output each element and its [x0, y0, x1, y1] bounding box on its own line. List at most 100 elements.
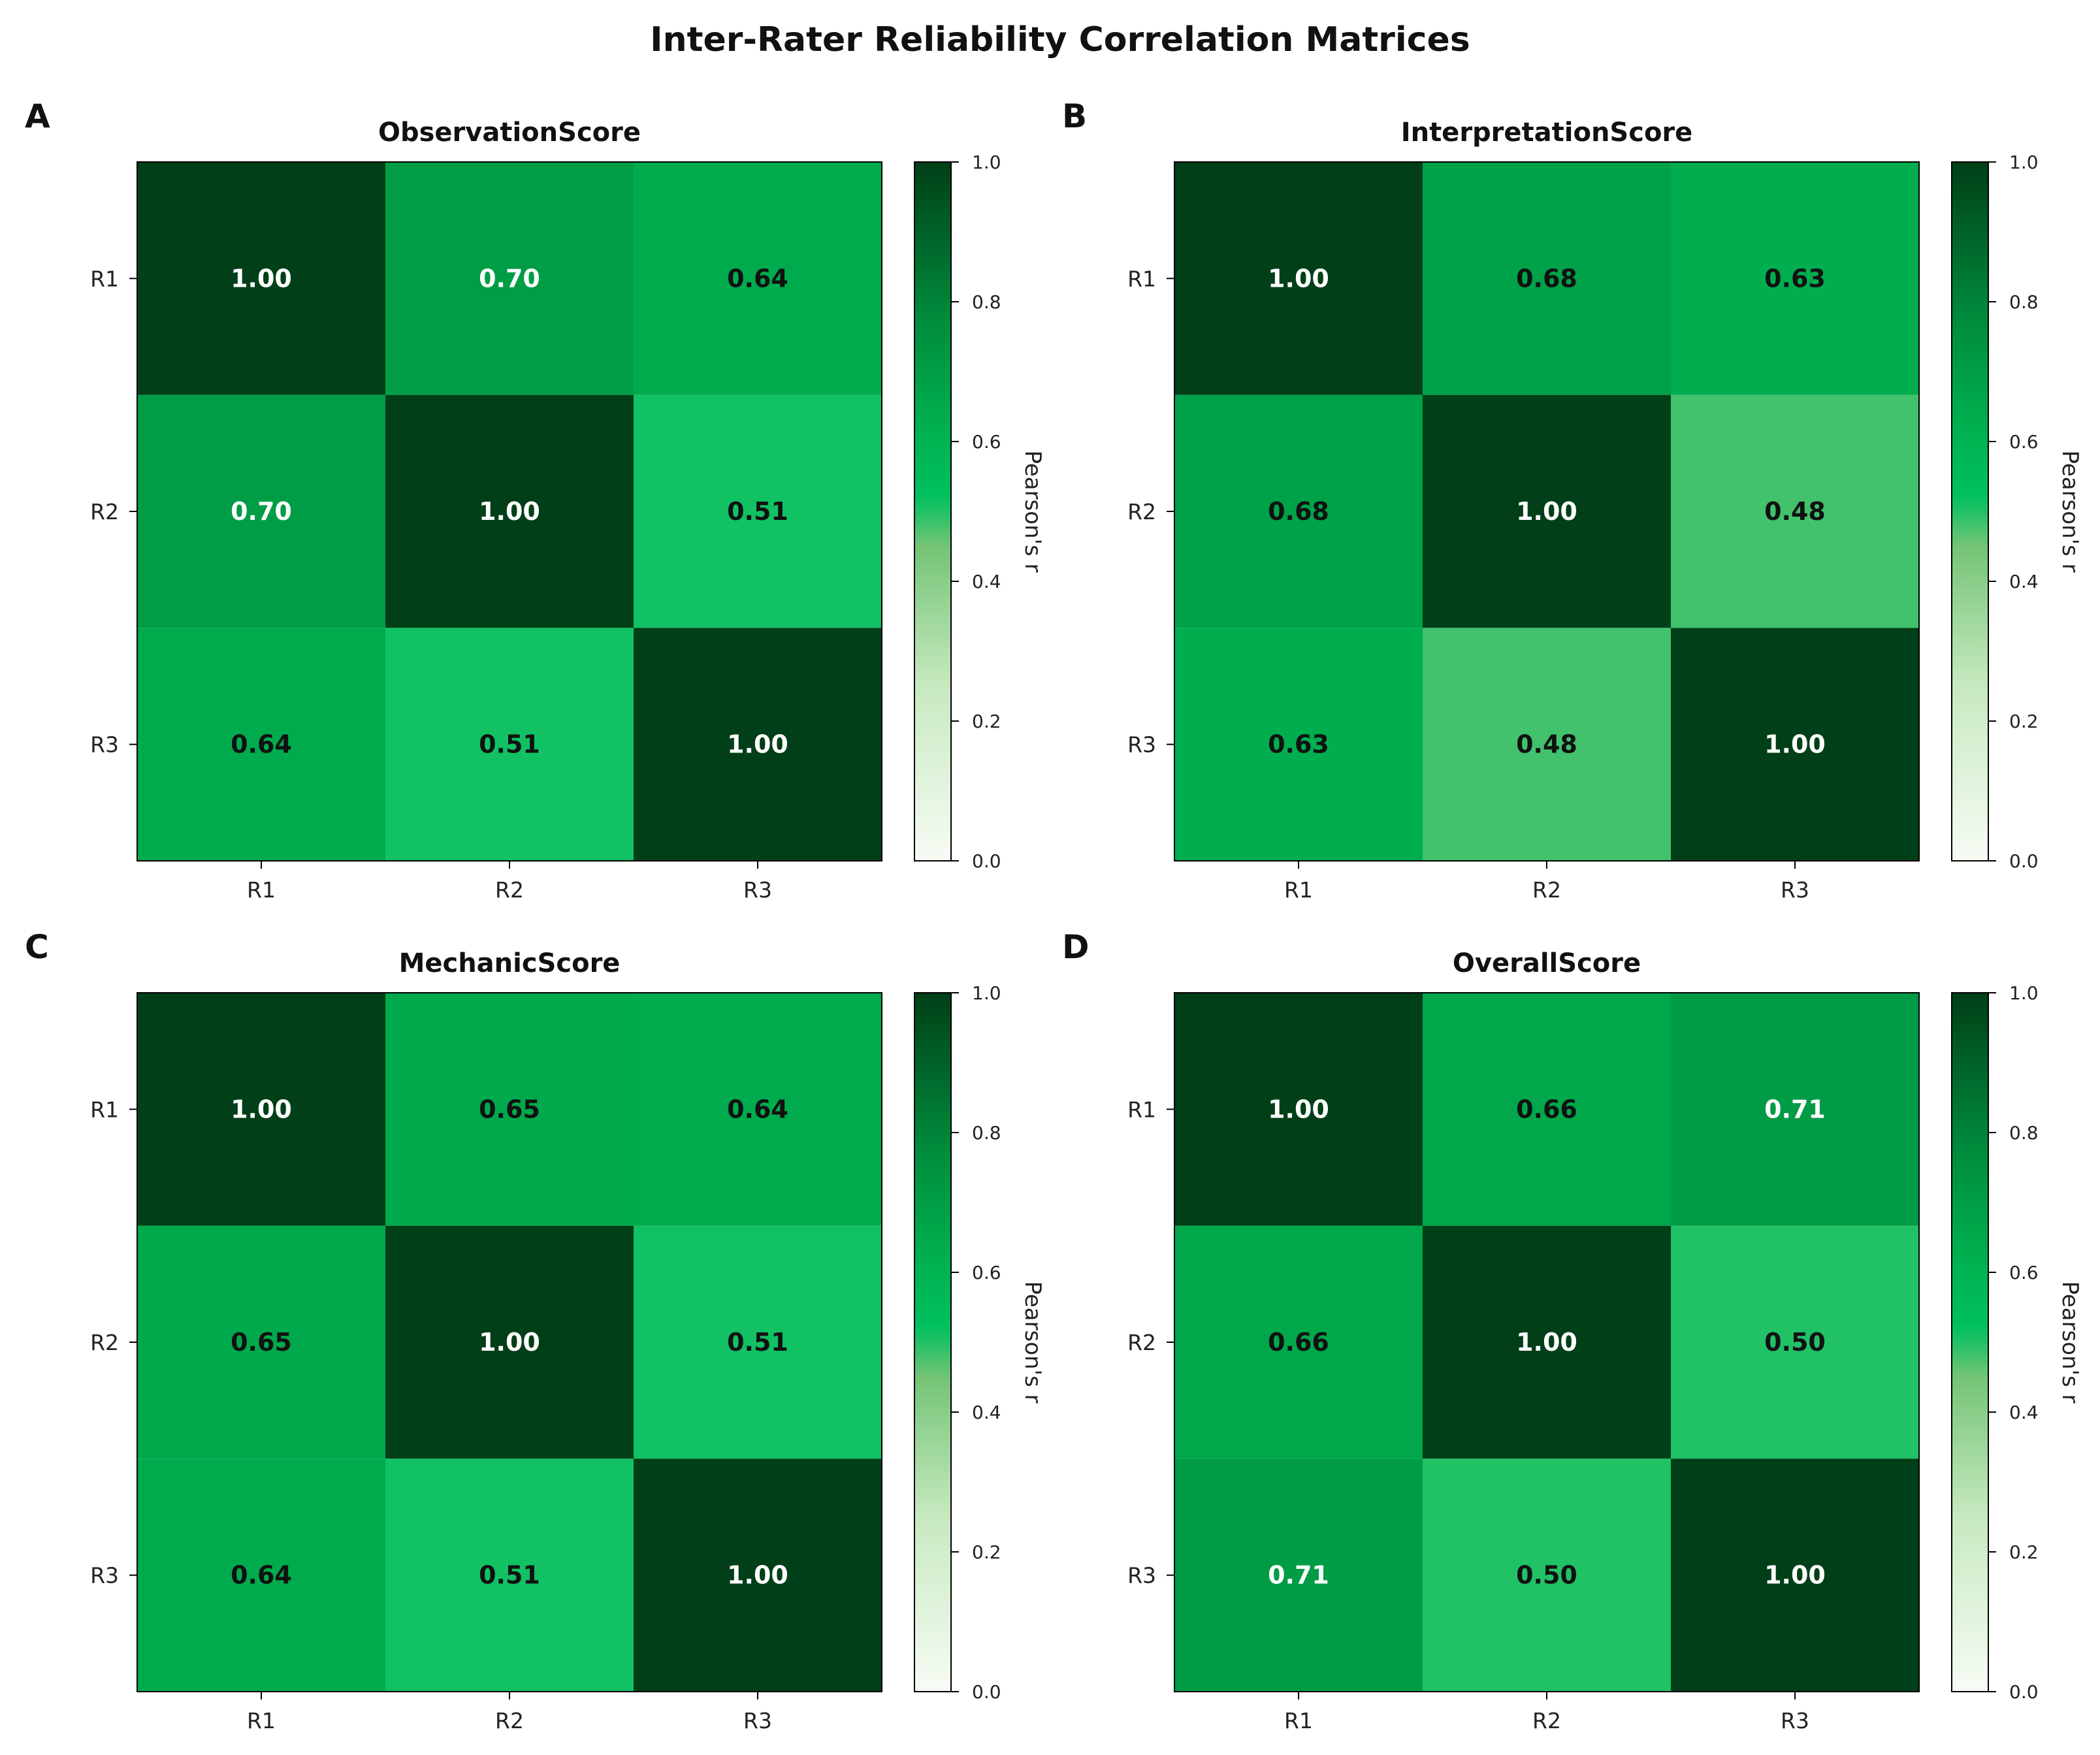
heatmap-cell: [1174, 993, 1423, 1226]
colorbar-tick-label: 0.8: [2009, 1122, 2039, 1144]
colorbar-tick-label: 0.6: [972, 1262, 1001, 1283]
x-tick-label: R2: [495, 1708, 524, 1733]
y-tick-label: R2: [1127, 1330, 1156, 1355]
y-tick-label: R2: [90, 1330, 119, 1355]
colorbar-tick-label: 0.2: [972, 711, 1001, 732]
y-tick-label: R3: [90, 732, 119, 758]
colorbar-label: Pearson's r: [1020, 1281, 1046, 1404]
panel-letter: B: [1062, 97, 1087, 135]
heatmap-cell: [1423, 1225, 1671, 1459]
colorbar-tick-label: 0.6: [2009, 431, 2039, 453]
figure-title: Inter-Rater Reliability Correlation Matr…: [650, 20, 1470, 59]
panel-title: MechanicScore: [399, 948, 621, 978]
cell-value-label: 1.00: [479, 1328, 540, 1357]
heatmap-cell: [634, 1225, 882, 1459]
cell-value-label: 1.00: [1516, 497, 1577, 526]
heatmap-cell: [1671, 993, 1919, 1226]
panel-title: OverallScore: [1453, 948, 1641, 978]
colorbar-tick-label: 0.0: [2009, 850, 2039, 872]
cell-value-label: 0.63: [1268, 730, 1329, 759]
x-tick-label: R3: [743, 1708, 772, 1733]
colorbar-tick-label: 0.2: [972, 1541, 1001, 1563]
x-tick-label: R3: [1781, 877, 1809, 903]
colorbar: [1951, 992, 1989, 1692]
heatmap-cell: [1423, 162, 1671, 395]
cell-value-label: 0.63: [1764, 264, 1826, 293]
heatmap-panel-d: D OverallScore 1.00 0.66 0.71 0.66 1.00 0.50 0.7…: [1062, 928, 2083, 1733]
cell-value-label: 1.00: [1764, 1561, 1826, 1590]
heatmap-cell: [385, 1458, 634, 1692]
cell-value-label: 0.51: [727, 1328, 788, 1357]
colorbar-tick-label: 1.0: [2009, 982, 2039, 1004]
heatmap-cell: [1671, 394, 1919, 628]
cell-value-label: 1.00: [1268, 264, 1329, 293]
colorbar-tick-label: 0.6: [972, 431, 1001, 453]
cell-value-label: 0.65: [231, 1328, 292, 1357]
cell-value-label: 0.65: [479, 1095, 540, 1123]
cell-value-label: 1.00: [727, 730, 788, 759]
heatmap-cell: [1671, 628, 1919, 861]
heatmap-cell: [1671, 1225, 1919, 1459]
colorbar-tick-label: 0.2: [2009, 1541, 2039, 1563]
colorbar-tick-label: 0.0: [972, 1681, 1001, 1703]
x-tick-label: R2: [1532, 877, 1561, 903]
heatmap-cell: [137, 162, 385, 395]
y-tick-label: R3: [1127, 732, 1156, 758]
heatmap-cell: [137, 993, 385, 1226]
colorbar-tick-label: 1.0: [972, 152, 1001, 173]
y-tick-label: R1: [1127, 266, 1156, 291]
colorbar-tick-label: 0.8: [972, 1122, 1001, 1144]
y-tick-label: R1: [90, 266, 119, 291]
x-tick-label: R1: [247, 1708, 276, 1733]
heatmap-cell: [1174, 628, 1423, 861]
panel-letter: A: [25, 97, 50, 135]
colorbar-tick-label: 0.6: [2009, 1262, 2039, 1283]
heatmap-panel-a: A ObservationScore 1.00 0.70 0.64 0.70 1.00 0.5…: [25, 97, 1046, 903]
x-tick-label: R3: [743, 877, 772, 903]
x-tick-label: R1: [247, 877, 276, 903]
y-tick-label: R2: [90, 499, 119, 524]
cell-value-label: 0.70: [231, 497, 292, 526]
heatmap-cell: [1423, 628, 1671, 861]
heatmap-cell: [1174, 162, 1423, 395]
cell-value-label: 0.51: [727, 497, 788, 526]
colorbar-tick-label: 0.4: [2009, 1402, 2039, 1423]
heatmap-cell: [385, 628, 634, 861]
colorbar: [914, 992, 952, 1692]
cell-value-label: 1.00: [479, 497, 540, 526]
heatmap-cell: [1423, 1458, 1671, 1692]
cell-value-label: 0.64: [231, 1561, 292, 1590]
cell-value-label: 0.68: [1268, 497, 1329, 526]
heatmap-cell: [1423, 993, 1671, 1226]
cell-value-label: 0.66: [1516, 1095, 1577, 1123]
heatmap-cell: [137, 1225, 385, 1459]
cell-value-label: 1.00: [1268, 1095, 1329, 1123]
cell-value-label: 1.00: [231, 1095, 292, 1123]
cell-value-label: 1.00: [1516, 1328, 1577, 1357]
cell-value-label: 0.50: [1764, 1328, 1826, 1357]
x-tick-label: R2: [1532, 1708, 1561, 1733]
heatmap-cell: [634, 394, 882, 628]
cell-value-label: 0.51: [479, 1561, 540, 1590]
y-tick-label: R1: [1127, 1097, 1156, 1122]
colorbar-tick-label: 0.4: [972, 1402, 1001, 1423]
y-tick-label: R3: [90, 1563, 119, 1588]
x-tick-label: R2: [495, 877, 524, 903]
colorbar-tick-label: 0.2: [2009, 711, 2039, 732]
heatmap-cell: [385, 162, 634, 395]
cell-value-label: 0.50: [1516, 1561, 1577, 1590]
heatmap-cell: [1423, 394, 1671, 628]
cell-value-label: 0.64: [727, 1095, 788, 1123]
cell-value-label: 1.00: [1764, 730, 1826, 759]
cell-value-label: 0.71: [1268, 1561, 1329, 1590]
heatmap-cell: [385, 394, 634, 628]
heatmap-cell: [634, 1458, 882, 1692]
heatmap-cell: [1671, 1458, 1919, 1692]
heatmap-cell: [137, 628, 385, 861]
colorbar-label: Pearson's r: [2057, 1281, 2083, 1404]
colorbar-label: Pearson's r: [1020, 451, 1046, 573]
colorbar: [1951, 161, 1989, 861]
heatmap-cell: [634, 628, 882, 861]
heatmap-cell: [385, 1225, 634, 1459]
